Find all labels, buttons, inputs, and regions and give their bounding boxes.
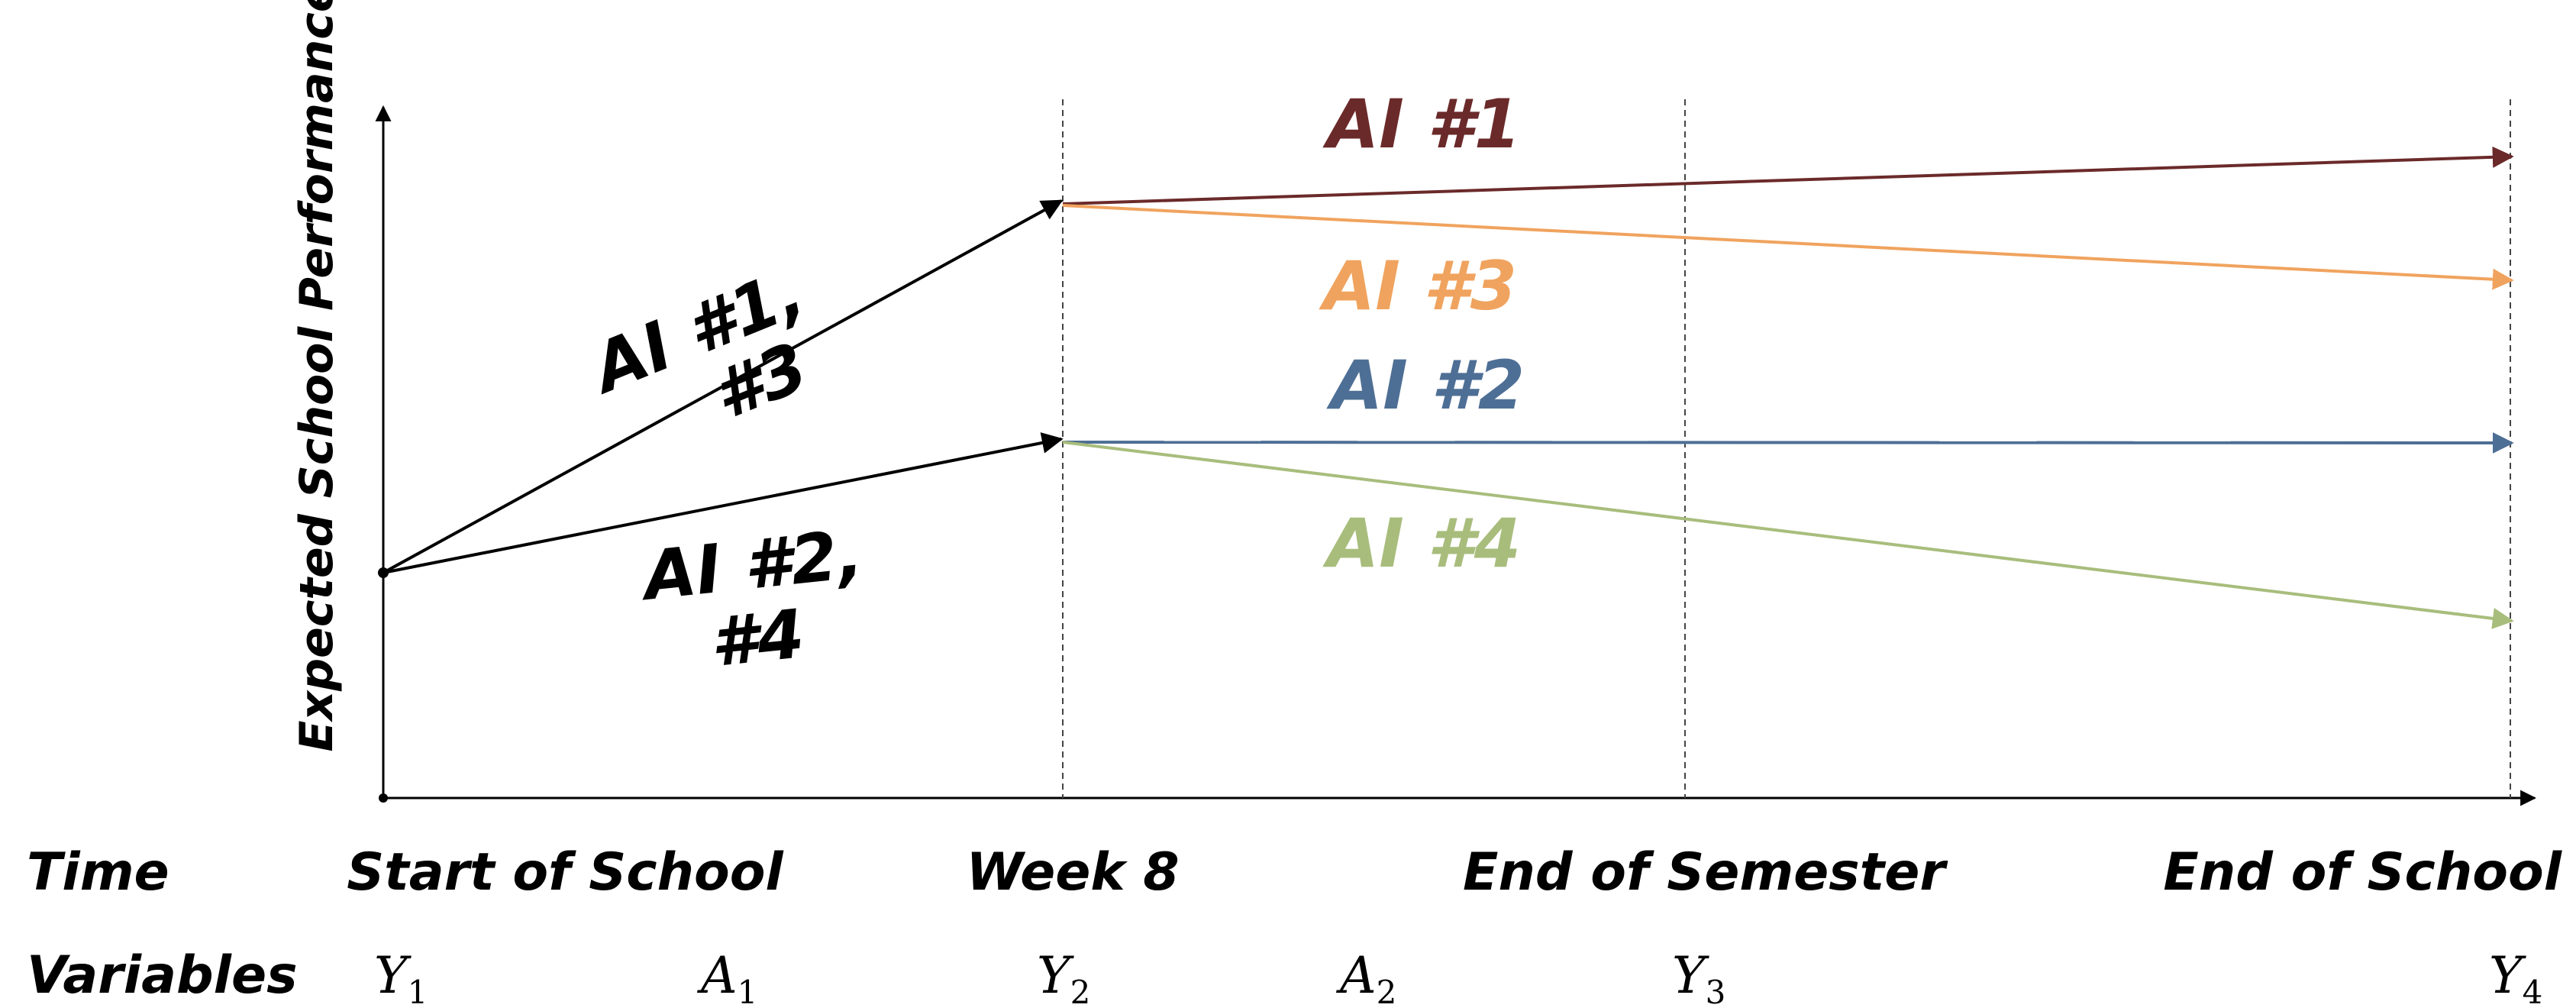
variables-row-label: Variables [27, 945, 298, 1006]
variable-y2: Y2 [1037, 946, 1090, 1008]
ai3-label: AI #3 [1319, 247, 1517, 325]
time-end-of-semester: End of Semester [1463, 842, 1948, 903]
y-axis-label: Expected School Performance [290, 0, 344, 752]
lower-phase-label-line2: #4 [707, 594, 809, 682]
variable-y3: Y3 [1672, 946, 1725, 1008]
time-week-8: Week 8 [966, 842, 1179, 903]
time-end-of-school: End of School [2163, 842, 2562, 903]
variable-a1: A1 [696, 946, 757, 1008]
variable-y4: Y4 [2489, 946, 2542, 1008]
ai4-arrow [1062, 441, 2514, 629]
ai2-label: AI #2 [1326, 346, 1525, 425]
ai4-label: AI #4 [1322, 504, 1521, 583]
ai1-arrow [1062, 146, 2514, 205]
origin-dot [379, 793, 388, 803]
time-start-of-school: Start of School [347, 842, 784, 903]
ai2-arrow [1062, 431, 2514, 454]
phase1-lower-arrow [383, 432, 1064, 574]
phase1-upper-arrow [383, 199, 1064, 574]
ai3-arrow [1062, 204, 2514, 290]
ai1-label: AI #1 [1322, 85, 1521, 163]
variable-a2: A2 [1335, 946, 1396, 1008]
time-row-label: Time [27, 842, 169, 903]
variable-y1: Y1 [374, 946, 428, 1008]
